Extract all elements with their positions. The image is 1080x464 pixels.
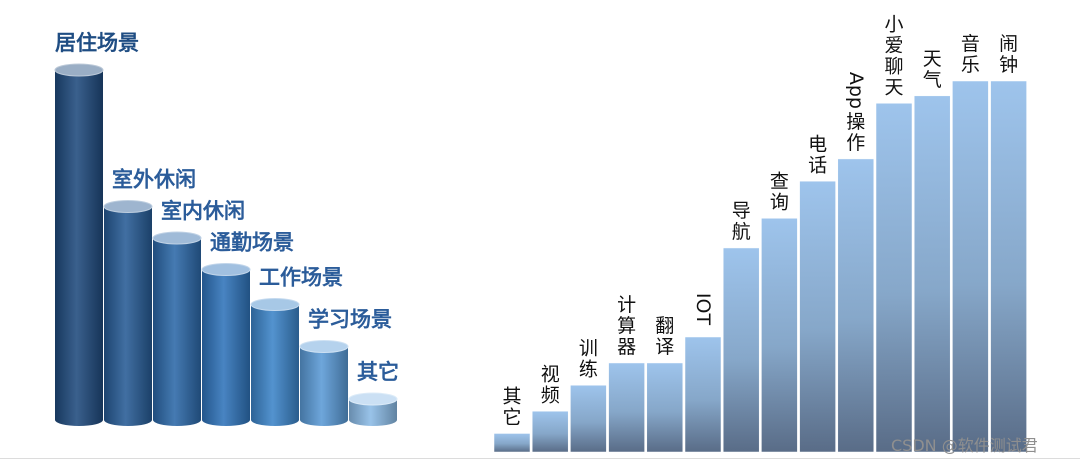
cylinder-label: 学习场景 xyxy=(308,308,392,332)
bar-label: 训练 xyxy=(579,337,598,380)
bar-11 xyxy=(875,103,913,453)
cylinder-label: 室内休闲 xyxy=(161,199,245,223)
cylinder-label: 其它 xyxy=(357,360,399,384)
cylinder-bar-3 xyxy=(152,231,202,426)
cylinder-bar-4 xyxy=(201,263,251,426)
bar-label: 查询 xyxy=(770,170,789,213)
baseline-divider xyxy=(0,458,1080,459)
bar-label: 计算器 xyxy=(617,294,636,358)
bar-label: 小爱聊天 xyxy=(884,13,903,98)
cylinder-bar-5 xyxy=(250,298,300,426)
bar-label: 其它 xyxy=(502,386,521,429)
bar-label: 操作 xyxy=(846,111,865,154)
bar-12 xyxy=(913,95,951,453)
bar-label: 翻译 xyxy=(655,315,674,358)
bar-label: 音乐 xyxy=(961,33,980,76)
bar-10 xyxy=(837,158,875,453)
bar-4 xyxy=(608,362,645,453)
cylinder-label: 工作场景 xyxy=(259,266,343,290)
cylinder-label: 室外休闲 xyxy=(112,168,196,192)
bar-13 xyxy=(952,80,989,453)
bar-label-part: App xyxy=(845,72,867,109)
cylinder-bar-7 xyxy=(348,392,398,426)
bar-label: 闹钟 xyxy=(999,33,1018,76)
bar-label: 导航 xyxy=(732,200,751,243)
bar-8 xyxy=(761,218,798,453)
bar-6 xyxy=(684,336,722,453)
bar-9 xyxy=(799,180,836,453)
bar-label: 电话 xyxy=(808,133,827,176)
bar-14 xyxy=(990,80,1027,453)
cylinder-bar-6 xyxy=(299,340,349,426)
bar-5 xyxy=(646,362,684,453)
cylinder-bar-1 xyxy=(54,63,104,426)
watermark: CSDN @软件测试君 xyxy=(891,436,1038,455)
bar-3 xyxy=(570,384,607,453)
bar-label: 视频 xyxy=(541,363,560,406)
bar-1 xyxy=(493,433,531,453)
cylinder-label: 通勤场景 xyxy=(210,231,294,255)
bar-label: IOT xyxy=(692,293,714,326)
bar-label: 天气 xyxy=(923,48,942,91)
bar-7 xyxy=(722,247,760,453)
bar-2 xyxy=(531,410,569,453)
cylinder-bar-2 xyxy=(103,200,153,426)
cylinder-label: 居住场景 xyxy=(55,31,139,55)
